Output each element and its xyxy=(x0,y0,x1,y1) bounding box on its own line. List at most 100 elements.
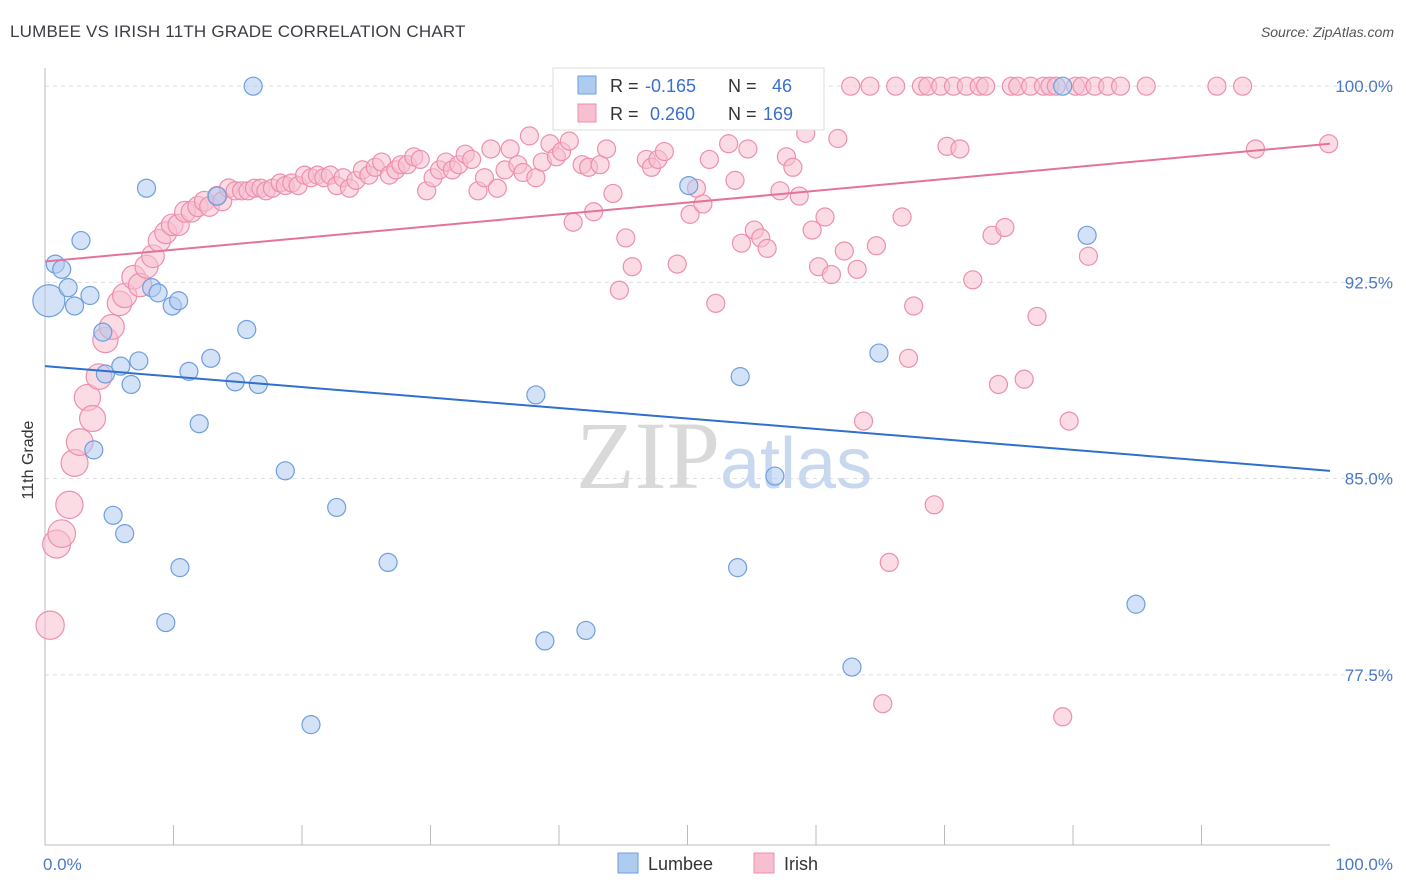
irish-point xyxy=(886,76,906,96)
irish-point xyxy=(866,236,886,256)
lumbee-point xyxy=(71,230,91,251)
lumbee-point xyxy=(576,620,596,641)
irish-point xyxy=(654,141,674,162)
irish-point xyxy=(1136,76,1156,96)
irish-point xyxy=(821,264,842,285)
series-label-lumbee: Lumbee xyxy=(648,854,713,874)
irish-point xyxy=(847,259,867,279)
irish-point xyxy=(976,76,996,96)
series-swatch-irish xyxy=(753,852,775,874)
irish-point xyxy=(898,348,919,368)
irish-point xyxy=(860,76,880,96)
lumbee-point xyxy=(121,374,141,395)
irish-point xyxy=(1053,707,1073,727)
irish-point xyxy=(731,233,752,253)
lumbee-points xyxy=(32,76,1146,735)
series-swatch-lumbee xyxy=(617,852,639,874)
series-label-irish: Irish xyxy=(784,854,818,874)
lumbee-point xyxy=(179,361,199,381)
legend-r-value-lumbee: -0.165 xyxy=(645,76,696,96)
lumbee-point xyxy=(115,524,135,544)
irish-point xyxy=(693,194,713,214)
lumbee-point xyxy=(201,348,221,368)
irish-point xyxy=(1078,246,1099,266)
lumbee-point xyxy=(728,558,748,578)
irish-point xyxy=(559,131,579,151)
watermark-atlas: atlas xyxy=(720,424,872,504)
legend-n-label-lumbee: N = xyxy=(728,76,757,96)
x-tick-label: 100.0% xyxy=(1335,855,1393,874)
irish-point xyxy=(1059,411,1079,431)
irish-point xyxy=(616,228,636,248)
irish-point xyxy=(738,139,758,159)
lumbee-point xyxy=(1077,225,1097,245)
legend-n-label-irish: N = xyxy=(728,104,757,124)
irish-point xyxy=(410,149,430,170)
irish-point xyxy=(500,139,520,159)
watermark-zip: ZIP xyxy=(576,402,720,509)
lumbee-point xyxy=(170,558,190,578)
irish-point xyxy=(78,404,107,433)
lumbee-point xyxy=(275,461,295,481)
gridlines xyxy=(45,85,1395,676)
lumbee-point xyxy=(156,612,176,633)
legend-box xyxy=(552,67,825,131)
irish-point xyxy=(563,212,583,232)
irish-point xyxy=(789,186,809,206)
irish-point xyxy=(596,139,617,159)
lumbee-point xyxy=(52,259,72,279)
lumbee-point xyxy=(237,319,257,340)
lumbee-point xyxy=(869,343,889,363)
y-tick-label: 92.5% xyxy=(1345,273,1393,292)
legend-r-label-lumbee: R = xyxy=(610,76,639,96)
lumbee-point xyxy=(1053,76,1073,96)
irish-point xyxy=(699,149,719,170)
lumbee-point xyxy=(32,284,66,318)
irish-point xyxy=(950,139,970,159)
lumbee-point xyxy=(207,186,227,206)
irish-point xyxy=(1207,76,1227,96)
legend-n-value-irish: 169 xyxy=(763,104,793,124)
lumbee-point xyxy=(148,283,168,303)
irish-points xyxy=(35,76,1339,727)
lumbee-point xyxy=(526,385,546,405)
chart-title: LUMBEE VS IRISH 11TH GRADE CORRELATION C… xyxy=(10,22,466,41)
lumbee-point xyxy=(136,178,157,198)
irish-point xyxy=(47,519,77,549)
irish-point xyxy=(783,157,803,177)
trend-lines xyxy=(44,142,1331,472)
irish-point xyxy=(1014,369,1034,389)
irish-point xyxy=(481,139,501,159)
legend-r-value-irish: 0.260 xyxy=(650,104,695,124)
correlation-legend: R = -0.165 N = 46 R = 0.260 N = 169 xyxy=(552,67,825,131)
irish-point xyxy=(462,149,482,170)
irish-point xyxy=(474,168,495,188)
lumbee-point xyxy=(301,715,321,735)
irish-point xyxy=(853,411,874,431)
y-tick-label: 100.0% xyxy=(1335,77,1393,96)
series-legend: Lumbee Irish xyxy=(617,852,818,874)
irish-point xyxy=(603,183,623,204)
axes xyxy=(44,68,1330,846)
y-tick-label: 77.5% xyxy=(1345,666,1393,685)
x-tick-labels: 0.0% 100.0% xyxy=(43,855,1393,874)
irish-point xyxy=(609,280,629,300)
y-tick-labels: 77.5% 85.0% 92.5% 100.0% xyxy=(1335,77,1393,685)
lumbee-point xyxy=(327,497,347,518)
irish-point xyxy=(924,495,944,515)
legend-swatch-irish xyxy=(577,103,597,123)
lumbee-point xyxy=(679,176,699,196)
irish-point xyxy=(719,134,739,154)
irish-point xyxy=(995,217,1015,238)
source-label: Source: ZipAtlas.com xyxy=(1260,24,1394,40)
irish-point xyxy=(828,128,848,149)
irish-point xyxy=(667,254,687,274)
irish-point xyxy=(35,610,65,640)
y-axis-label: 11th Grade xyxy=(20,420,37,499)
irish-point xyxy=(892,207,912,227)
irish-point xyxy=(519,126,540,146)
irish-point xyxy=(1245,139,1266,159)
irish-point xyxy=(706,293,726,313)
irish-point xyxy=(757,238,777,258)
